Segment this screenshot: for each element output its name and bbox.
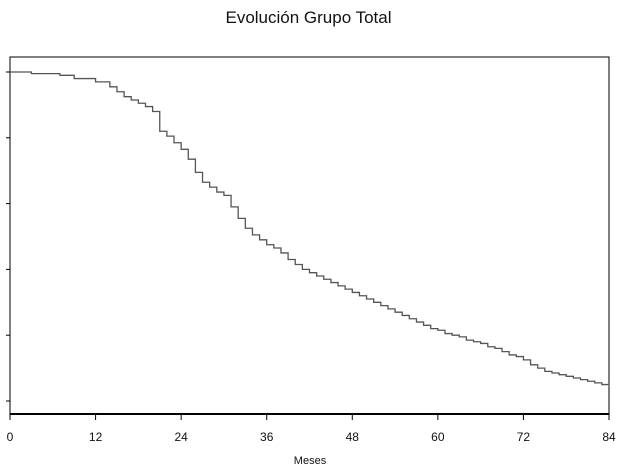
plot-frame: [9, 56, 610, 415]
axes: [9, 56, 610, 415]
series-group: [10, 71, 610, 387]
x-tick-label: 12: [89, 430, 103, 444]
x-tick-label: 0: [7, 430, 14, 444]
survival-step-line: [10, 71, 610, 387]
x-tick-label: 60: [431, 430, 445, 444]
x-axis-label: Meses: [294, 455, 327, 467]
x-tick-label: 36: [260, 430, 274, 444]
x-tick-label: 24: [174, 430, 188, 444]
ticks: 0 12 24 36 48 60 72 84: [6, 71, 616, 444]
x-tick-label: 84: [602, 430, 616, 444]
x-tick-label: 48: [346, 430, 360, 444]
x-tick-label: 72: [517, 430, 531, 444]
chart-title: Evolución Grupo Total: [225, 8, 392, 27]
